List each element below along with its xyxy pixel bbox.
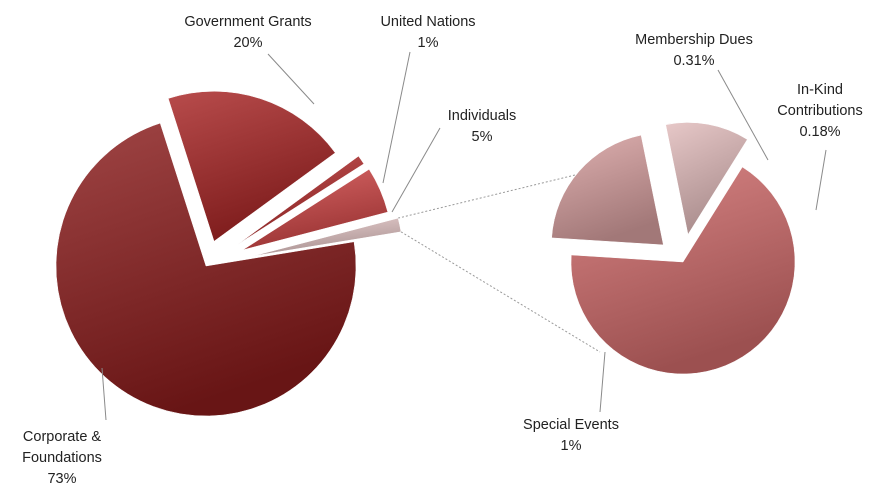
membership-label: Membership Dues 0.31% [635, 32, 753, 69]
secondary-special-slice [570, 166, 796, 375]
inkind-label: In-Kind Contributions 0.18% [777, 82, 862, 140]
special-label: Special Events 1% [523, 417, 619, 454]
secondary-membership-slice [551, 134, 664, 246]
main-corporate-slice [55, 122, 357, 417]
main-government-slice [167, 91, 336, 242]
special-leader-line [599, 351, 606, 413]
membership-leader-line [717, 69, 769, 161]
main-un-slice [237, 155, 365, 245]
corporate-label: Corporate & Foundations 73% [22, 429, 102, 487]
corporate-leader-line [101, 367, 107, 421]
un-label: United Nations 1% [380, 14, 475, 51]
un-leader-line [382, 51, 411, 184]
connector-line-bottom [400, 231, 601, 353]
main-individuals-slice [242, 168, 389, 251]
individuals-leader-line [391, 127, 441, 213]
government-leader-line [267, 53, 315, 105]
secondary-inkind-slice [665, 122, 748, 236]
government-label: Government Grants 20% [184, 14, 311, 51]
individuals-label: Individuals 5% [448, 108, 517, 145]
connector-line-top [397, 165, 613, 219]
main-other-slice [252, 217, 402, 257]
inkind-leader-line [815, 149, 827, 211]
